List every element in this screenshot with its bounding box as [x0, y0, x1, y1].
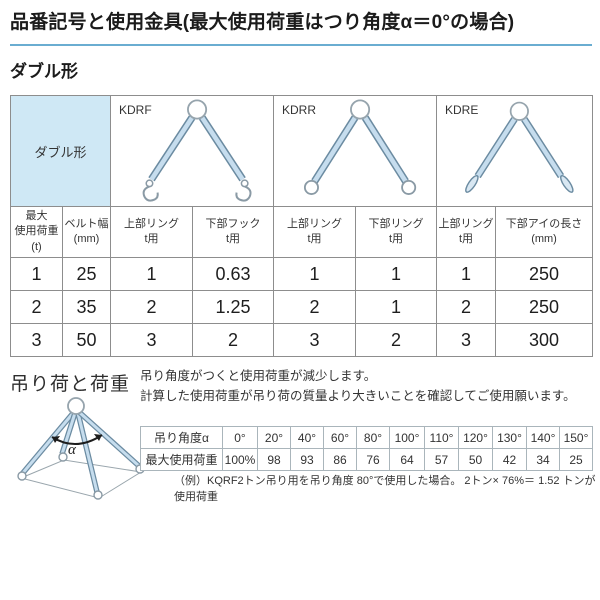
data-cell: 25 — [61, 257, 112, 291]
angle-load-table: 吊り角度α 0° 20° 40° 60° 80° 100° 110° 120° … — [140, 426, 593, 471]
load-description-line2: 計算した使用荷重が吊り荷の質量より大きいことを確認してご使用願います。 — [140, 389, 576, 403]
angle-value: 140° — [526, 426, 560, 449]
table-row: 2 35 2 1.25 2 1 2 250 — [10, 290, 594, 324]
angle-value: 100° — [389, 426, 425, 449]
usage-example-note: （例）KQRF2トン吊り用を吊り角度 80°で使用した場合。 2トン× 76%＝… — [174, 475, 596, 503]
sling-two-leg-hook-illustration — [142, 99, 252, 202]
data-cell: 3 — [10, 323, 63, 357]
table-row: 1 25 1 0.63 1 1 1 250 — [10, 257, 594, 291]
data-cell: 0.63 — [192, 257, 275, 291]
load-value: 42 — [492, 448, 527, 471]
model-cell-kdrf: KDRF — [110, 95, 275, 207]
load-row-label: 最大使用荷重 — [140, 448, 223, 471]
column-header-row: 最大 使用荷重 (t) ベルト幅 (mm) 上部リング t用 下部フック t用 … — [10, 206, 594, 258]
section-heading-load: 吊り荷と荷重 — [10, 374, 131, 395]
angle-value: 110° — [424, 426, 459, 449]
page-title: 品番記号と使用金具(最大使用荷重はつり角度α＝0°の場合) — [10, 12, 515, 33]
model-code-kdre: KDRE — [445, 103, 479, 117]
angle-value: 0° — [222, 426, 258, 449]
data-cell: 2 — [355, 323, 438, 357]
load-value: 93 — [290, 448, 324, 471]
title-underline — [10, 44, 592, 46]
col-header-lower-eye-length: 下部アイの長さ (mm) — [495, 206, 594, 258]
data-cell: 250 — [495, 290, 594, 324]
col-header-max-load: 最大 使用荷重 (t) — [10, 206, 63, 258]
load-value: 98 — [257, 448, 291, 471]
sling-two-leg-eye-illustration — [465, 101, 574, 193]
angle-value: 20° — [257, 426, 291, 449]
angle-row-label: 吊り角度α — [140, 426, 223, 449]
data-cell: 1 — [355, 257, 438, 291]
section-heading-double-type: ダブル形 — [10, 62, 78, 81]
data-cell: 3 — [436, 323, 497, 357]
col-header-upper-ring-kdre: 上部リング t用 — [436, 206, 497, 258]
angle-row: 吊り角度α 0° 20° 40° 60° 80° 100° 110° 120° … — [140, 426, 593, 449]
model-cell-kdrr: KDRR — [273, 95, 438, 207]
col-header-lower-ring: 下部リング t用 — [355, 206, 438, 258]
angle-value: 60° — [323, 426, 357, 449]
load-value: 50 — [458, 448, 493, 471]
col-header-upper-ring-kdrf: 上部リング t用 — [110, 206, 194, 258]
sling-two-leg-ring-illustration — [303, 99, 417, 195]
load-value: 25 — [559, 448, 593, 471]
load-description-line1: 吊り角度がつくと使用荷重が減少します。 — [140, 369, 377, 383]
data-cell: 300 — [495, 323, 594, 357]
angle-value: 120° — [458, 426, 493, 449]
col-header-upper-ring-kdrr: 上部リング t用 — [273, 206, 357, 258]
angle-value: 150° — [559, 426, 593, 449]
load-value: 86 — [323, 448, 357, 471]
model-code-kdrf: KDRF — [119, 103, 152, 117]
load-value: 34 — [526, 448, 560, 471]
col-header-belt-width: ベルト幅 (mm) — [61, 206, 112, 258]
four-leg-sling-angle-illustration: α — [17, 397, 145, 500]
load-value: 76 — [356, 448, 390, 471]
data-cell: 1 — [10, 257, 63, 291]
data-cell: 1 — [110, 257, 194, 291]
angle-value: 80° — [356, 426, 390, 449]
data-cell: 50 — [61, 323, 112, 357]
load-value: 64 — [389, 448, 425, 471]
load-value: 57 — [424, 448, 459, 471]
model-cell-kdre: KDRE — [436, 95, 594, 207]
load-row: 最大使用荷重 100% 98 93 86 76 64 57 50 42 34 2… — [140, 448, 593, 471]
col-header-lower-hook: 下部フック t用 — [192, 206, 275, 258]
type-cell: ダブル形 — [9, 95, 112, 207]
data-cell: 1 — [436, 257, 497, 291]
model-illustration-row: ダブル形 KDRF — [9, 95, 594, 207]
data-cell: 1 — [355, 290, 438, 324]
data-cell: 1.25 — [192, 290, 275, 324]
sling-spec-table: ダブル形 KDRF — [9, 95, 594, 357]
table-row: 3 50 3 2 3 2 3 300 — [10, 323, 594, 357]
data-cell: 2 — [192, 323, 275, 357]
data-cell: 2 — [110, 290, 194, 324]
data-cell: 2 — [273, 290, 357, 324]
model-code-kdrr: KDRR — [282, 103, 317, 117]
data-cell: 3 — [273, 323, 357, 357]
load-description: 吊り角度がつくと使用荷重が減少します。 計算した使用荷重が吊り荷の質量より大きい… — [140, 366, 576, 406]
data-cell: 35 — [61, 290, 112, 324]
alpha-angle-label: α — [68, 442, 77, 458]
data-cell: 3 — [110, 323, 194, 357]
load-value: 100% — [222, 448, 258, 471]
angle-value: 40° — [290, 426, 324, 449]
data-cell: 1 — [273, 257, 357, 291]
data-cell: 250 — [495, 257, 594, 291]
data-cell: 2 — [436, 290, 497, 324]
angle-value: 130° — [492, 426, 527, 449]
data-cell: 2 — [10, 290, 63, 324]
